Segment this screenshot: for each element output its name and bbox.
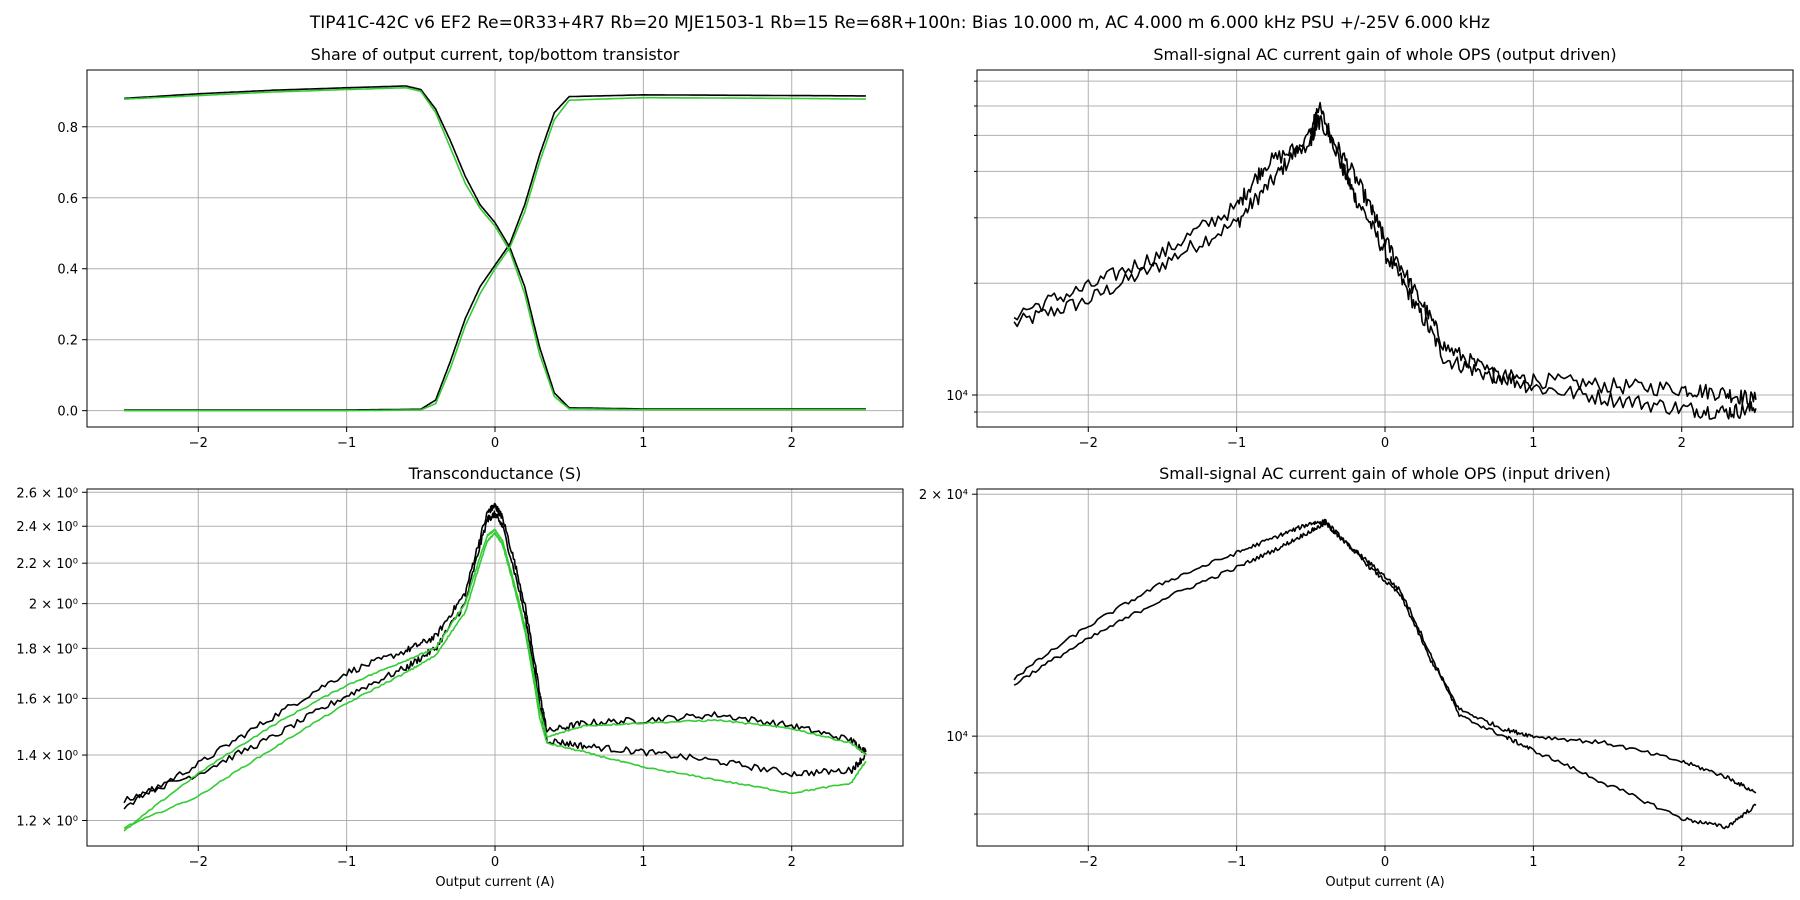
y-tick-label: 1.4 × 10⁰ [16,749,78,764]
x-tick-label: 2 [1678,436,1686,451]
chart-title: Small-signal AC current gain of whole OP… [1153,45,1616,64]
series-line-2 [123,510,867,804]
series-line-1 [124,85,866,410]
series-line-4 [124,96,866,412]
y-tick-label: 2.4 × 10⁰ [16,520,78,535]
x-tick-label: 2 [1678,855,1686,870]
x-tick-label: 1 [1529,855,1537,870]
y-tick-label: 0.4 [57,263,78,278]
series-line-2 [1013,114,1757,420]
x-tick-label: −1 [1227,436,1246,451]
x-tick-label: 0 [491,436,499,451]
x-tick-label: −2 [189,436,208,451]
x-tick-label: −2 [189,855,208,870]
chart-panel-1: −2 −1 0 1 2 0.0 0.2 0.4 0.6 0.8 Share of output cu… [57,45,904,451]
series-line-1 [123,502,867,810]
series-line-2 [1013,521,1757,830]
chart-title: Share of output current, top/bottom tran… [311,45,680,64]
y-tick-label: 2.6 × 10⁰ [16,486,78,501]
x-tick-label: 2 [788,436,796,451]
series-line-3 [124,86,866,411]
x-tick-label: 1 [639,855,647,870]
chart-title: Transconductance (S) [408,464,582,483]
x-tick-label: 0 [1381,855,1389,870]
y-tick-label: 1.6 × 10⁰ [16,692,78,707]
x-tick-label: 2 [788,855,796,870]
series-line-2 [124,94,866,411]
x-tick-label: −1 [337,436,356,451]
y-tick-label: 0.2 [57,334,78,349]
y-tick-label: 10⁴ [946,730,968,745]
series-line-4 [123,532,867,830]
x-tick-label: −1 [337,855,356,870]
chart-panel-2: −2 −1 0 1 2 10⁴ Small-signal AC current gain o… [946,45,1794,451]
y-tick-label: 10⁴ [946,389,968,404]
y-tick-label: 1.8 × 10⁰ [16,642,78,657]
chart-panel-3: −2 −1 0 1 2 1.2 × 10⁰ 1.4 × 10⁰ 1.6 × 10⁰ 1.8 × … [16,464,904,890]
chart-panel-4: −2 −1 0 1 2 10⁴ 2 × 10⁴ Small-signal AC current… [919,464,1794,890]
x-tick-label: 1 [1529,436,1537,451]
series-line-1 [1013,101,1757,407]
y-tick-label: 0.8 [57,121,78,136]
series-line-1 [1013,518,1757,794]
x-tick-label: −2 [1079,436,1098,451]
figure-suptitle: TIP41C-42C v6 EF2 Re=0R33+4R7 Rb=20 MJE1… [309,13,1491,33]
series-line-3 [123,528,867,832]
y-tick-label: 0.6 [57,192,78,207]
y-tick-label: 2.2 × 10⁰ [16,557,78,572]
x-tick-label: 1 [639,436,647,451]
x-tick-label: −2 [1079,855,1098,870]
x-tick-label: 0 [1381,436,1389,451]
y-tick-label: 2 × 10⁴ [919,488,968,503]
chart-title: Small-signal AC current gain of whole OP… [1159,464,1611,483]
x-axis-label: Output current (A) [435,875,554,890]
x-tick-label: 0 [491,855,499,870]
x-tick-label: −1 [1227,855,1246,870]
y-tick-label: 1.2 × 10⁰ [16,814,78,829]
y-tick-label: 2 × 10⁰ [29,598,78,613]
x-axis-label: Output current (A) [1325,875,1444,890]
y-tick-label: 0.0 [57,405,78,420]
